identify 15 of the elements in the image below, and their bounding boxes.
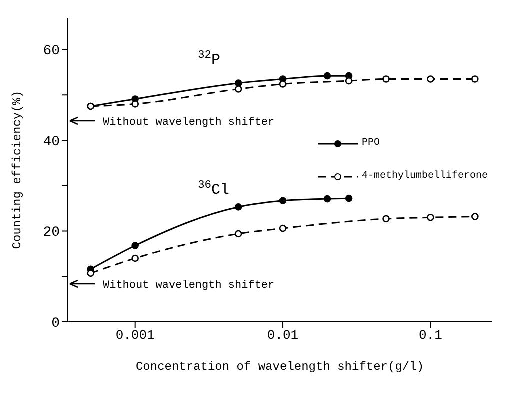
y-axis-title: Counting efficiency(%) — [10, 90, 24, 250]
annotation: Without wavelength shifter — [103, 117, 275, 129]
x-tick-label: 0.001 — [116, 328, 156, 344]
x-tick-label: 0.01 — [267, 328, 299, 344]
legend-label: PPO — [362, 138, 380, 149]
legend-label: 4-methylumbelliferone — [362, 171, 488, 182]
y-tick-label: 20 — [43, 225, 60, 242]
x-axis-title: Concentration of wavelength shifter(g/l) — [136, 360, 424, 374]
y-tick-label: 40 — [43, 134, 60, 150]
annotation: Without wavelength shifter — [103, 280, 275, 292]
annotation: $^{36}$Cl — [198, 180, 230, 199]
y-tick-label: 60 — [43, 44, 60, 60]
x-tick-label: 0.1 — [419, 328, 443, 344]
y-tick-label: 0 — [52, 316, 60, 332]
annotation: $^{32}$P — [198, 50, 221, 69]
